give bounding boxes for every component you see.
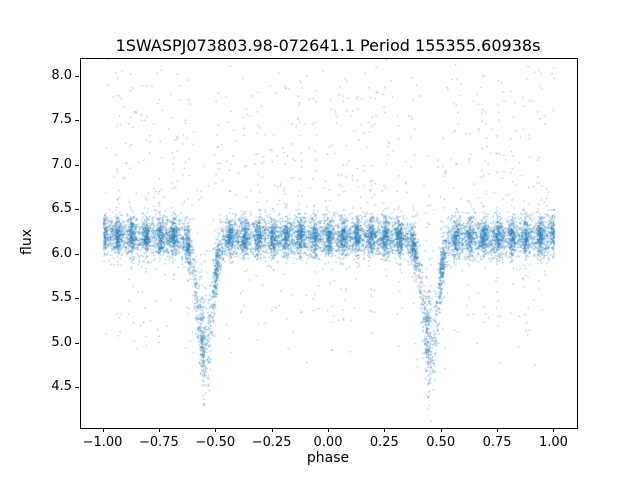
x-tick-label: 0.50: [426, 435, 456, 450]
y-tick-mark: [75, 120, 79, 122]
y-tick-label: 6.0: [51, 245, 72, 261]
x-tick-mark: [215, 428, 217, 432]
scatter-points-canvas: [81, 59, 577, 428]
x-tick-label: −0.25: [251, 435, 292, 450]
x-tick-mark: [497, 428, 499, 432]
x-tick-label: 1.00: [538, 435, 568, 450]
x-tick-mark: [553, 428, 555, 432]
x-tick-mark: [440, 428, 442, 432]
y-tick-mark: [75, 298, 79, 300]
x-tick-label: −0.75: [138, 435, 179, 450]
x-tick-label: 0.00: [313, 435, 343, 450]
plot-area: [80, 58, 578, 429]
x-tick-mark: [384, 428, 386, 432]
y-tick-mark: [75, 75, 79, 77]
x-tick-label: −0.50: [195, 435, 236, 450]
x-axis-label: phase: [306, 450, 350, 466]
x-tick-mark: [328, 428, 329, 432]
x-tick-mark: [158, 428, 160, 432]
x-tick-label: 0.25: [369, 435, 399, 450]
y-tick-label: 4.5: [51, 378, 72, 394]
x-tick-mark: [271, 428, 273, 432]
y-tick-mark: [75, 253, 79, 255]
y-tick-label: 7.5: [51, 112, 72, 128]
y-tick-label: 8.0: [51, 67, 72, 83]
y-tick-label: 5.5: [51, 290, 72, 306]
y-tick-mark: [75, 209, 79, 211]
y-tick-label: 5.0: [51, 334, 72, 350]
chart-title: 1SWASPJ073803.98-072641.1 Period 155355.…: [115, 36, 541, 55]
y-tick-label: 6.5: [51, 201, 72, 217]
y-tick-mark: [75, 386, 79, 388]
x-tick-label: −1.00: [82, 435, 123, 450]
y-tick-label: 7.0: [51, 156, 72, 172]
y-tick-mark: [75, 342, 79, 344]
x-tick-mark: [102, 428, 104, 432]
y-tick-mark: [75, 164, 79, 166]
x-tick-label: 0.75: [482, 435, 512, 450]
